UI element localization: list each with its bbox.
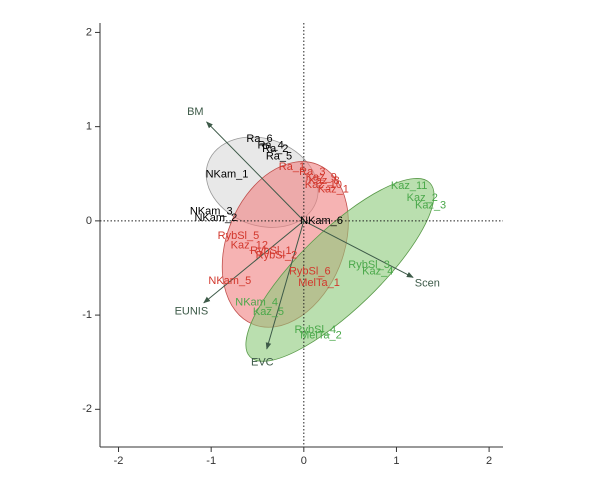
x-tick-label: 1 — [393, 455, 399, 467]
point-label: Ra_5 — [266, 151, 292, 163]
y-tick-label: -1 — [82, 309, 92, 321]
point-label: NKam_1 — [206, 169, 249, 181]
loading-arrow — [265, 220, 305, 350]
x-tick-label: 0 — [301, 455, 307, 467]
point-label: Ra_6 — [246, 133, 272, 145]
point-label: NKam_2 — [194, 212, 237, 224]
point-label: NKam_6 — [300, 215, 343, 227]
point-label: Kaz_1 — [318, 184, 349, 196]
point-label: RybSl_6 — [289, 266, 331, 278]
loading-arrow — [206, 121, 305, 222]
point-label: Ra_2 — [262, 143, 288, 155]
point-label: RybSl_1 — [250, 245, 292, 257]
y-tick-label: 2 — [86, 26, 92, 38]
arrow-label: Scen — [415, 278, 440, 290]
point-label: Kaz_12 — [231, 239, 268, 251]
point-label: NKam_4 — [235, 297, 278, 309]
arrow-label: BM — [187, 106, 204, 118]
x-tick-label: 2 — [486, 455, 492, 467]
point-label: Ra_4 — [257, 139, 283, 151]
point-label: NKam_3 — [190, 205, 233, 217]
loading-arrow — [303, 220, 414, 278]
point-label: RybSl_2 — [256, 250, 298, 262]
point-label: Ra_3 — [299, 166, 325, 178]
point-label: RybSl_4 — [295, 324, 337, 336]
point-label: RybSl_3 — [348, 259, 390, 271]
y-tick-label: -2 — [82, 403, 92, 415]
point-label: MelTa_1 — [298, 277, 340, 289]
point-label: Kaz_9 — [306, 171, 337, 183]
point-label: Kaz_2 — [407, 192, 438, 204]
loading-arrow — [203, 220, 305, 304]
arrow-label: EUNIS — [175, 306, 209, 318]
group-ellipse — [245, 178, 435, 362]
y-tick-label: 0 — [86, 215, 92, 227]
point-label: Kaz_4 — [362, 266, 393, 278]
x-tick-label: -2 — [114, 455, 124, 467]
point-label: RybSl_5 — [218, 230, 260, 242]
point-label: Kaz_3 — [415, 200, 446, 212]
point-label: Kaz_5 — [253, 306, 284, 318]
point-label: Kaz_11 — [391, 180, 428, 192]
point-label: Ra_1 — [279, 161, 305, 173]
point-label: Kaz_10 — [305, 179, 342, 191]
y-tick-label: 1 — [86, 121, 92, 133]
point-label: Kaz_8 — [308, 175, 339, 187]
point-label: MelTa_2 — [300, 330, 342, 342]
arrow-label: EVC — [251, 356, 274, 368]
x-tick-label: -1 — [206, 455, 216, 467]
point-label: NKam_5 — [208, 275, 251, 287]
